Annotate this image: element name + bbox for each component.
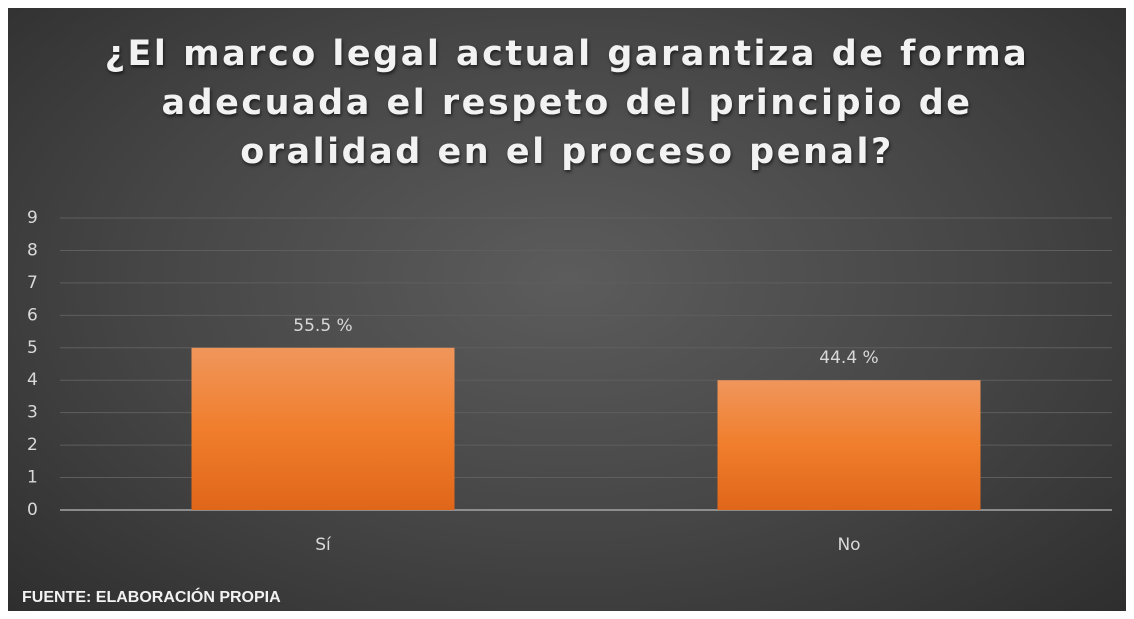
x-tick-label: Sí: [315, 535, 332, 555]
bar: [191, 347, 455, 510]
y-tick-label: 7: [27, 273, 38, 293]
bar: [717, 380, 981, 510]
y-tick-label: 3: [27, 403, 38, 423]
chart-title: ¿El marco legal actual garantiza de form…: [0, 30, 1134, 177]
title-line: oralidad en el proceso penal?: [240, 132, 894, 172]
data-label: 55.5 %: [293, 316, 352, 336]
y-tick-label: 5: [27, 338, 38, 358]
y-tick-label: 0: [27, 500, 38, 520]
y-tick-label: 8: [27, 240, 38, 260]
y-tick-label: 4: [27, 370, 38, 390]
y-tick-label: 6: [27, 305, 38, 325]
x-tick-label: No: [837, 535, 860, 555]
y-tick-label: 9: [27, 208, 38, 228]
y-tick-label: 2: [27, 435, 38, 455]
y-tick-label: 1: [27, 468, 38, 488]
data-label: 44.4 %: [819, 348, 878, 368]
title-line: ¿El marco legal actual garantiza de form…: [104, 34, 1030, 74]
title-line: adecuada el respeto del principio de: [161, 83, 973, 123]
footnote: FUENTE: ELABORACIÓN PROPIA: [22, 587, 281, 606]
